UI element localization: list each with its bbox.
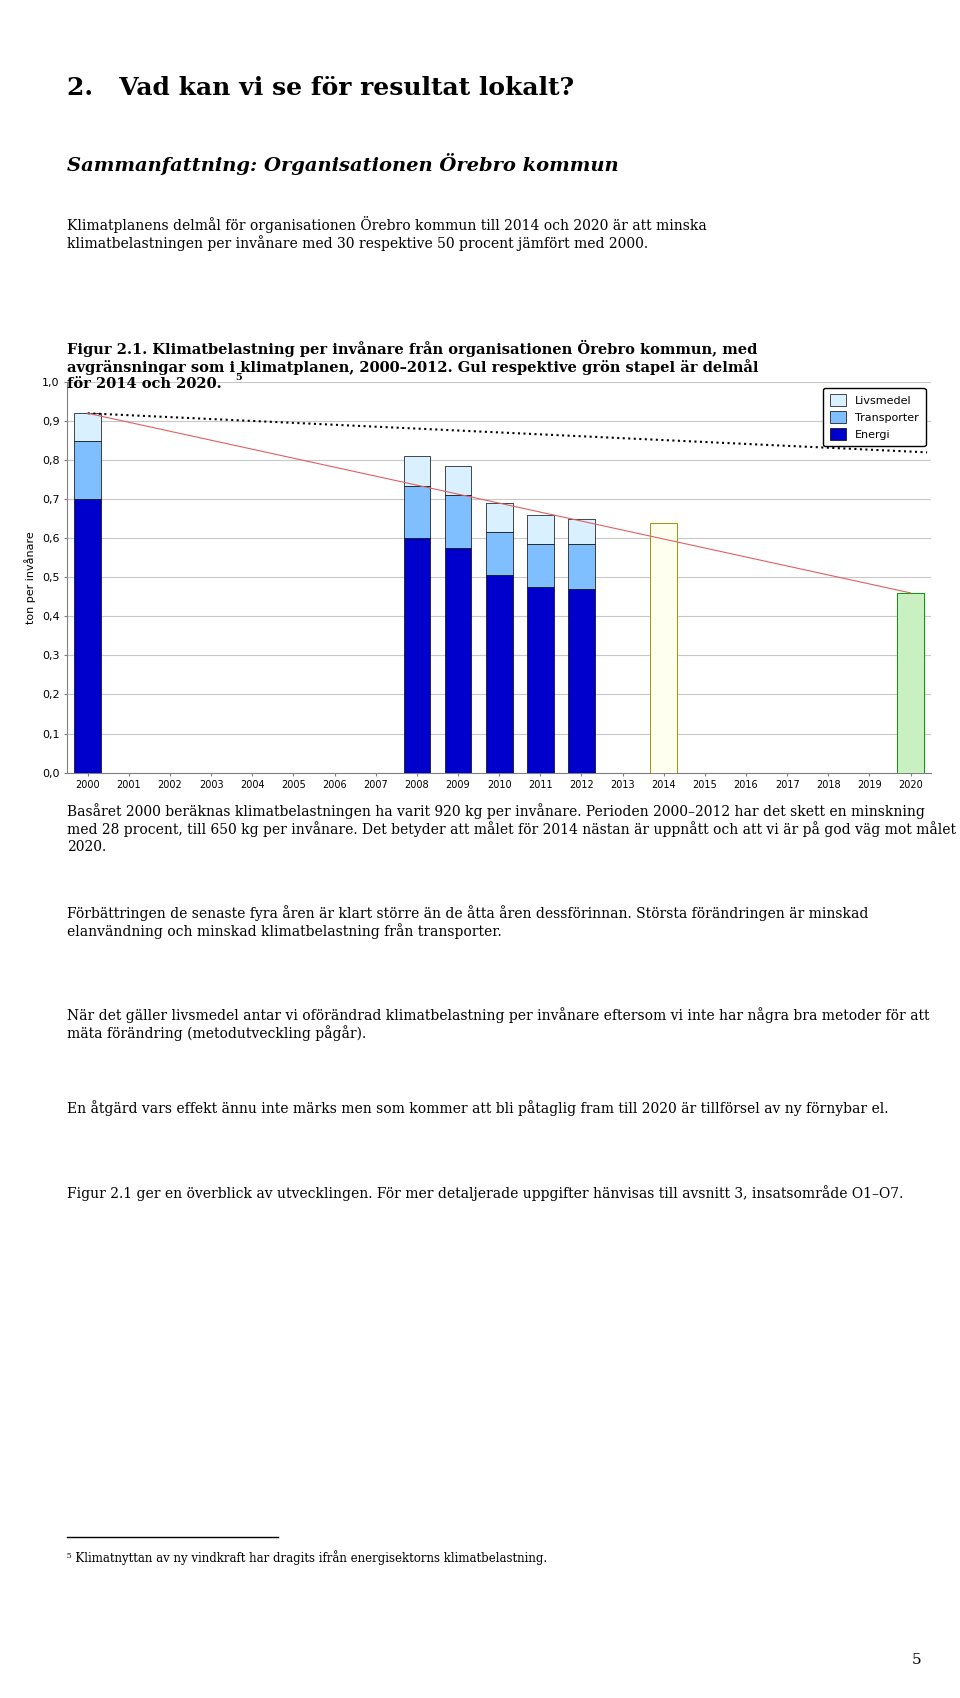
- Bar: [527, 588, 554, 773]
- Text: 5: 5: [912, 1654, 922, 1667]
- Text: Figur 2.1. Klimatbelastning per invånare från organisationen Örebro kommun, med
: Figur 2.1. Klimatbelastning per invånare…: [67, 340, 758, 392]
- Bar: [403, 486, 430, 538]
- Bar: [403, 538, 430, 773]
- Bar: [568, 589, 595, 773]
- Bar: [650, 523, 677, 773]
- Text: ⁵ Klimatnyttan av ny vindkraft har dragits ifrån energisektorns klimatbelastning: ⁵ Klimatnyttan av ny vindkraft har dragi…: [67, 1550, 547, 1566]
- Text: 2.   Vad kan vi se för resultat lokalt?: 2. Vad kan vi se för resultat lokalt?: [67, 76, 574, 100]
- Text: När det gäller livsmedel antar vi oförändrad klimatbelastning per invånare efter: När det gäller livsmedel antar vi oförän…: [67, 1007, 929, 1041]
- Bar: [568, 543, 595, 589]
- Bar: [444, 465, 471, 496]
- Bar: [403, 457, 430, 486]
- Bar: [75, 413, 101, 440]
- Bar: [486, 503, 513, 533]
- Bar: [75, 441, 101, 499]
- Text: Basåret 2000 beräknas klimatbelastningen ha varit 920 kg per invånare. Perioden : Basåret 2000 beräknas klimatbelastningen…: [67, 803, 956, 854]
- Y-axis label: ton per invånare: ton per invånare: [24, 531, 36, 623]
- Text: Sammanfattning: Organisationen Örebro kommun: Sammanfattning: Organisationen Örebro ko…: [67, 153, 619, 175]
- Text: Klimatplanens delmål för organisationen Örebro kommun till 2014 och 2020 är att : Klimatplanens delmål för organisationen …: [67, 216, 707, 251]
- Text: En åtgärd vars effekt ännu inte märks men som kommer att bli påtaglig fram till : En åtgärd vars effekt ännu inte märks me…: [67, 1100, 889, 1116]
- Bar: [75, 499, 101, 773]
- Bar: [527, 514, 554, 543]
- Bar: [486, 533, 513, 576]
- Text: Figur 2.1 ger en överblick av utvecklingen. För mer detaljerade uppgifter hänvis: Figur 2.1 ger en överblick av utveckling…: [67, 1185, 903, 1200]
- Bar: [527, 543, 554, 588]
- Text: 5: 5: [235, 372, 242, 382]
- Bar: [444, 496, 471, 548]
- Text: Förbättringen de senaste fyra åren är klart större än de åtta åren dessförinnan.: Förbättringen de senaste fyra åren är kl…: [67, 905, 869, 939]
- Bar: [444, 548, 471, 773]
- Bar: [568, 520, 595, 543]
- Bar: [898, 593, 924, 773]
- Legend: Livsmedel, Transporter, Energi: Livsmedel, Transporter, Energi: [823, 387, 925, 447]
- Bar: [486, 576, 513, 773]
